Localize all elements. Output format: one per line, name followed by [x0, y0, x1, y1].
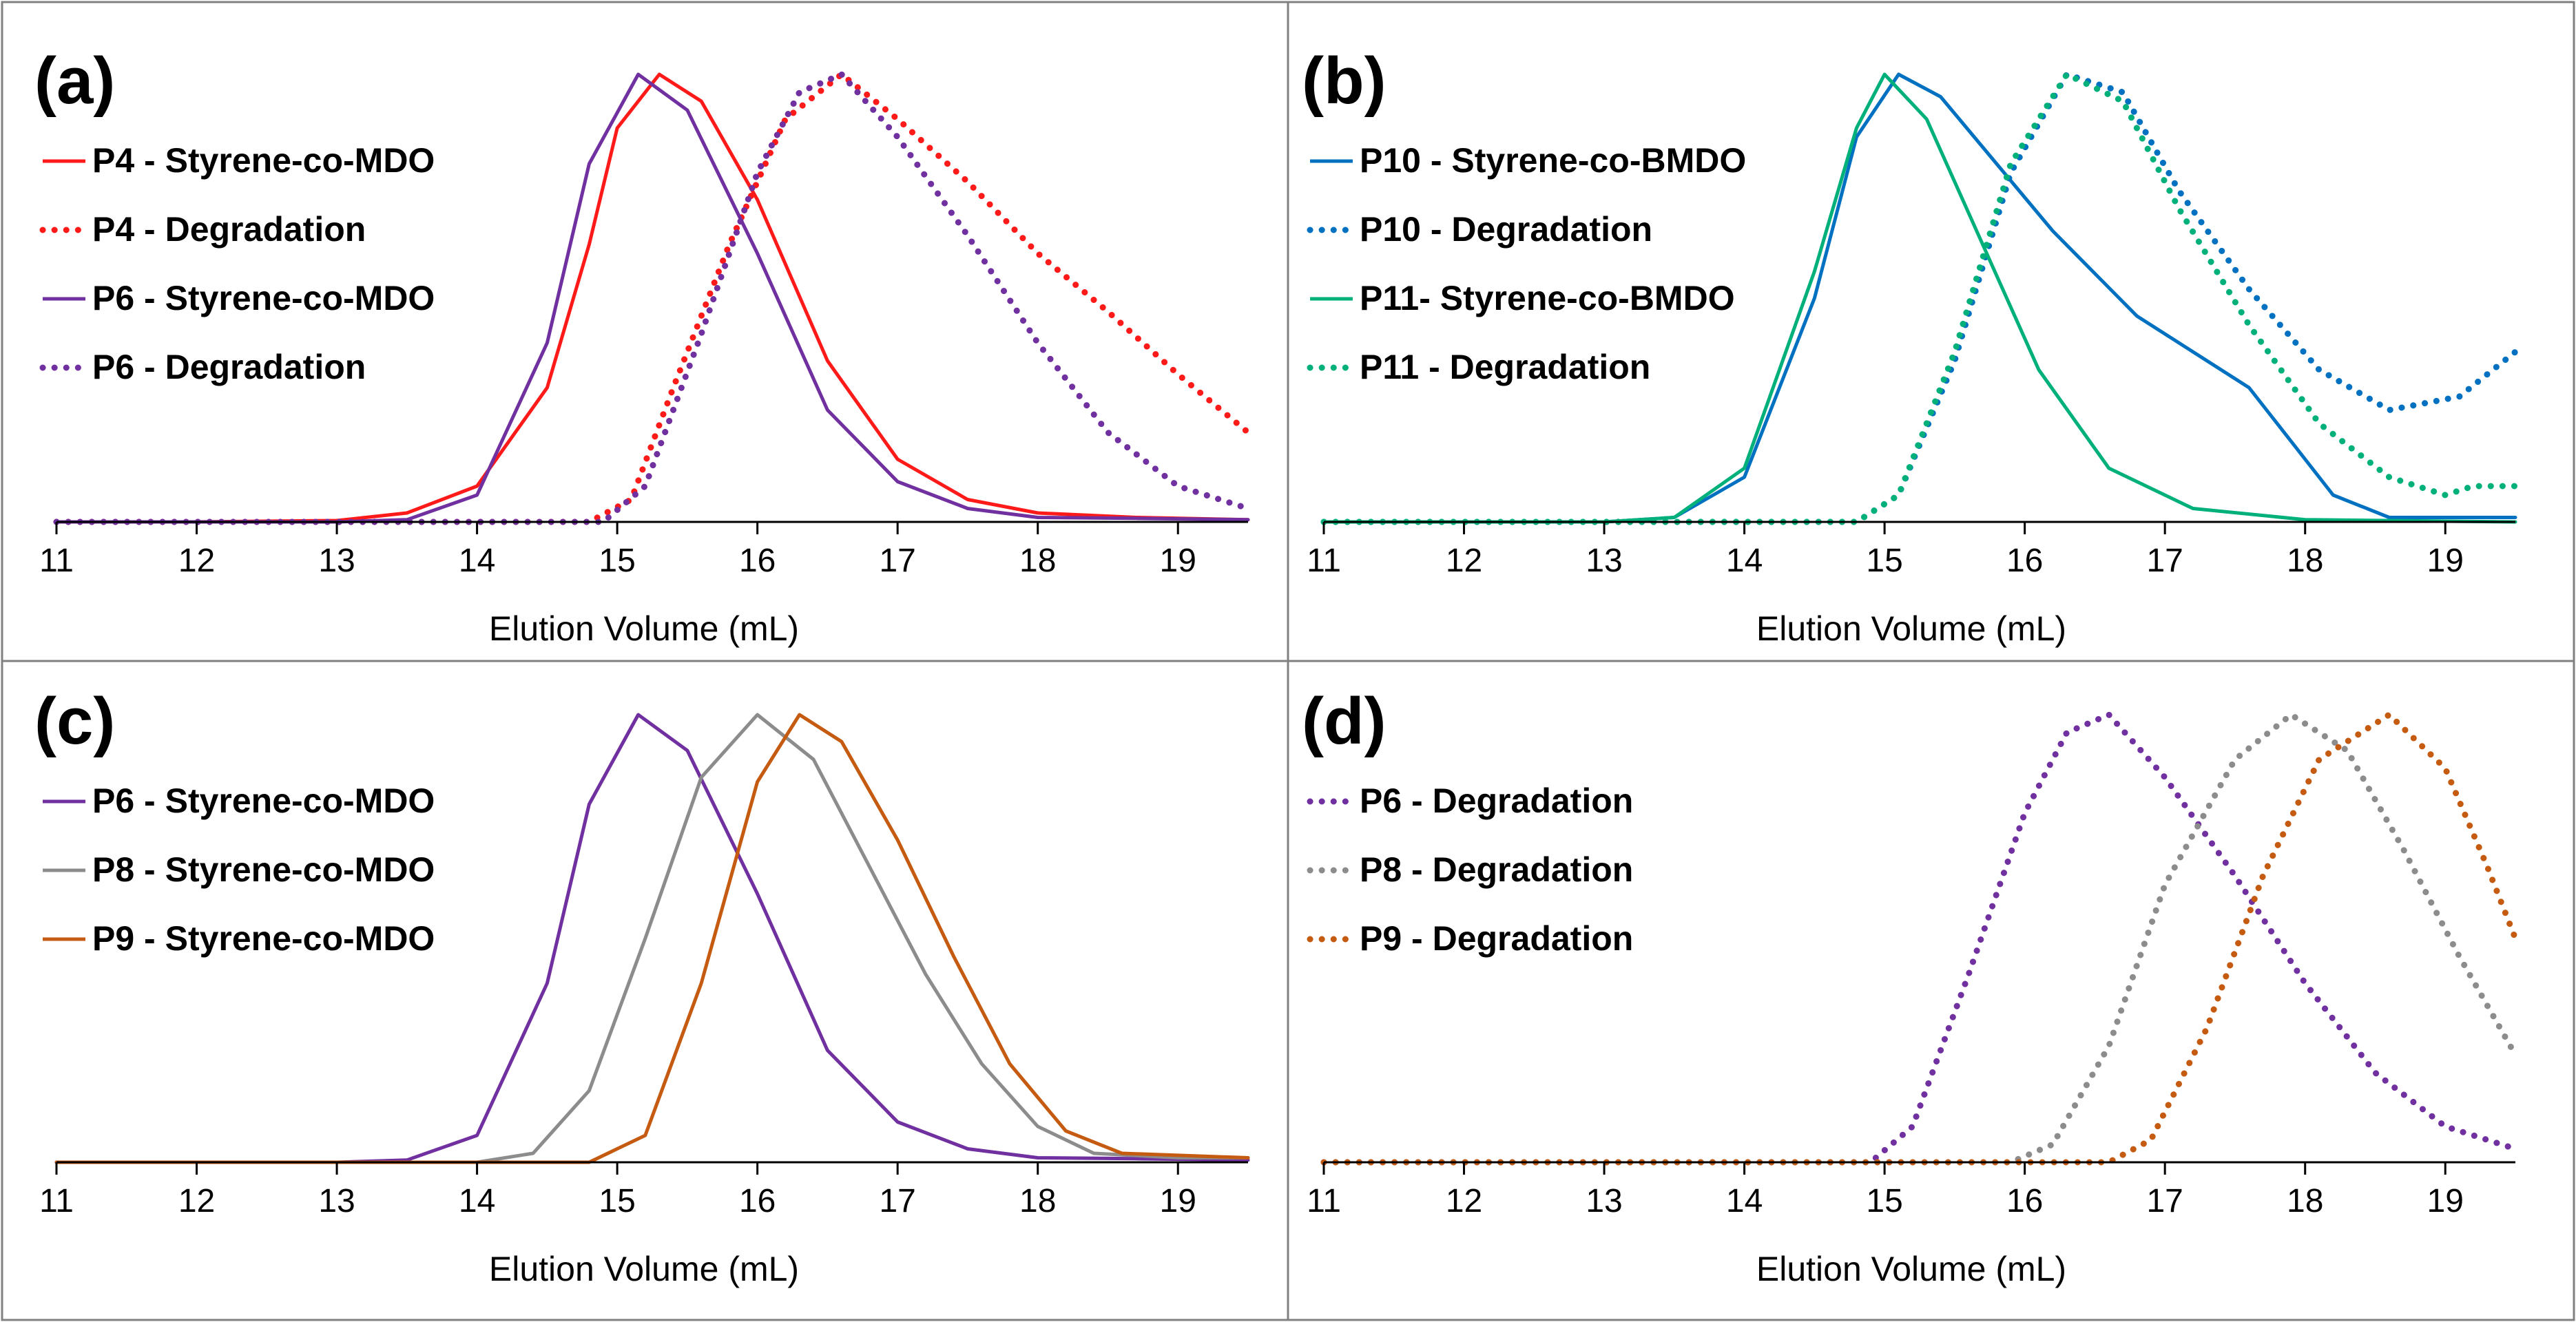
series-line-1 — [54, 713, 1250, 1164]
legend-label: P6 - Styrene-co-MDO — [92, 279, 435, 317]
panel-c: (c) P6 - Styrene-co-MDO P8 - Styrene-co-M… — [34, 684, 1250, 1288]
legend-label: P6 - Styrene-co-MDO — [92, 781, 435, 820]
legend-label: P10 - Styrene-co-BMDO — [1360, 141, 1746, 180]
x-axis: 11 12 13 14 15 16 17 18 19 — [1307, 1161, 2515, 1219]
series-line-2 — [1320, 711, 2519, 1166]
x-axis: 11 12 13 14 15 16 17 18 19 — [1307, 521, 2515, 579]
x-axis-title: Elution Volume (mL) — [1756, 1250, 2066, 1288]
legend: P10 - Styrene-co-BMDO P10 - Degradation P1… — [1307, 141, 1746, 386]
x-axis-title: Elution Volume (mL) — [1756, 609, 2066, 648]
series-line-3 — [54, 72, 1250, 524]
x-tick-label: 17 — [2146, 543, 2183, 579]
x-tick-label: 16 — [2006, 543, 2043, 579]
x-tick-label: 18 — [2287, 1183, 2323, 1219]
legend-label: P6 - Degradation — [1360, 781, 1633, 820]
x-tick-label: 17 — [879, 1183, 915, 1219]
x-tick-label: 17 — [879, 543, 915, 579]
x-tick-label: 16 — [739, 1183, 776, 1219]
series-layer — [1320, 71, 2519, 525]
panel-b: (b) P10 - Styrene-co-BMDO P10 - Degradati… — [1302, 44, 2519, 648]
legend-label: P6 - Degradation — [92, 348, 366, 386]
x-tick-label: 13 — [1586, 1183, 1622, 1219]
panel-label: (a) — [34, 44, 115, 118]
x-tick-label: 11 — [39, 543, 74, 579]
series-line-4 — [53, 71, 1251, 525]
x-tick-label: 11 — [1307, 1183, 1341, 1219]
panel-d: (d) P6 - Degradation P8 - Degradation P9 -… — [1302, 684, 2519, 1288]
x-tick-label: 16 — [739, 543, 776, 579]
x-axis-title: Elution Volume (mL) — [489, 609, 799, 648]
x-tick-label: 13 — [318, 543, 355, 579]
panel-label: (c) — [34, 684, 115, 758]
x-tick-label: 12 — [1446, 1183, 1482, 1219]
x-tick-label: 18 — [1019, 543, 1056, 579]
legend: P6 - Degradation P8 - Degradation P9 - Deg… — [1307, 781, 1633, 958]
x-tick-label: 18 — [1019, 1183, 1056, 1219]
x-tick-label: 18 — [2287, 543, 2323, 579]
x-tick-label: 12 — [1446, 543, 1482, 579]
series-line-2 — [1320, 71, 2519, 525]
x-axis-title: Elution Volume (mL) — [489, 1250, 799, 1288]
x-tick-label: 13 — [318, 1183, 355, 1219]
x-tick-label: 19 — [2427, 543, 2464, 579]
panel-label: (d) — [1302, 684, 1386, 758]
x-tick-label: 16 — [2006, 1183, 2043, 1219]
x-tick-label: 11 — [1307, 543, 1341, 579]
x-tick-label: 15 — [599, 543, 635, 579]
legend-label: P11 - Degradation — [1360, 348, 1650, 386]
x-tick-label: 19 — [2427, 1183, 2464, 1219]
legend: P6 - Styrene-co-MDO P8 - Styrene-co-MDO P9… — [43, 781, 435, 958]
x-tick-label: 17 — [2146, 1183, 2183, 1219]
x-tick-label: 14 — [1726, 543, 1763, 579]
x-tick-label: 13 — [1586, 543, 1622, 579]
panel-label: (b) — [1302, 44, 1386, 118]
series-line-4 — [1320, 71, 2519, 525]
series-layer — [1320, 711, 2519, 1166]
legend-label: P8 - Degradation — [1360, 850, 1633, 889]
x-tick-label: 19 — [1160, 543, 1196, 579]
series-line-2 — [54, 713, 1250, 1164]
x-axis: 11 12 13 14 15 16 17 18 19 — [39, 521, 1248, 579]
x-tick-label: 14 — [459, 1183, 495, 1219]
x-tick-label: 11 — [39, 1183, 74, 1219]
x-tick-label: 14 — [459, 543, 495, 579]
series-line-3 — [54, 713, 1250, 1164]
legend-label: P10 - Degradation — [1360, 210, 1652, 249]
legend-label: P4 - Degradation — [92, 210, 366, 249]
x-tick-label: 15 — [599, 1183, 635, 1219]
series-line-1 — [1322, 72, 2517, 524]
series-layer — [54, 713, 1250, 1164]
series-layer — [53, 71, 1251, 525]
series-line-1 — [54, 72, 1250, 524]
legend-label: P8 - Styrene-co-MDO — [92, 850, 435, 889]
series-line-3 — [1322, 72, 2517, 524]
x-tick-label: 19 — [1160, 1183, 1196, 1219]
series-line-3 — [1320, 711, 2519, 1166]
legend-label: P11- Styrene-co-BMDO — [1360, 279, 1735, 317]
series-line-1 — [1320, 711, 2519, 1166]
x-tick-label: 12 — [178, 1183, 215, 1219]
x-tick-label: 14 — [1726, 1183, 1763, 1219]
legend: P4 - Styrene-co-MDO P4 - Degradation P6 - … — [39, 141, 435, 386]
x-tick-label: 15 — [1866, 1183, 1902, 1219]
legend-label: P9 - Degradation — [1360, 919, 1633, 958]
x-axis: 11 12 13 14 15 16 17 18 19 — [39, 1161, 1248, 1219]
x-tick-label: 15 — [1866, 543, 1902, 579]
x-tick-label: 12 — [178, 543, 215, 579]
legend-label: P4 - Styrene-co-MDO — [92, 141, 435, 180]
legend-label: P9 - Styrene-co-MDO — [92, 919, 435, 958]
